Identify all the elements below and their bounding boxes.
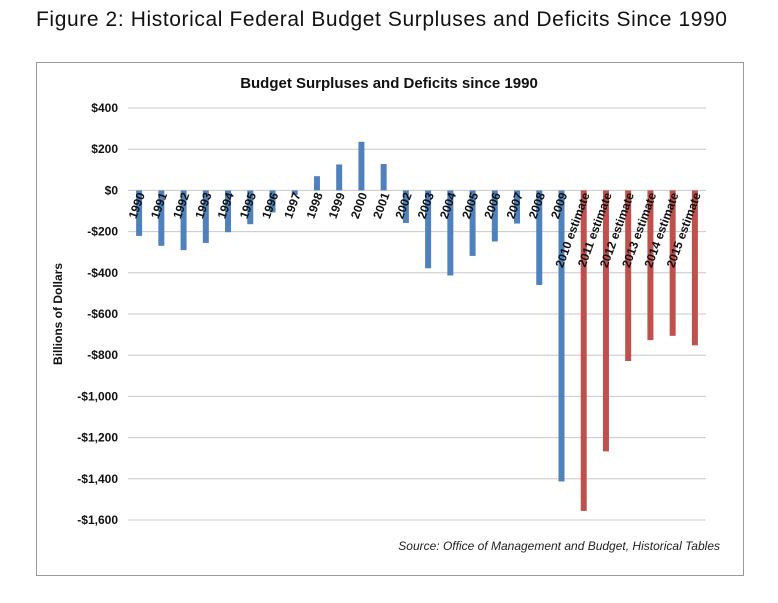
category-label: 2008: [526, 190, 548, 220]
bar-1996: [269, 190, 276, 213]
chart-title: Budget Surpluses and Deficits since 1990: [240, 75, 538, 92]
y-tick-label: -$1,000: [77, 389, 118, 403]
bar-2011-estimate: [602, 190, 609, 452]
bar-1994: [225, 190, 232, 233]
y-axis-label: Billions of Dollars: [51, 263, 65, 365]
bar-1990: [136, 190, 143, 236]
bar-1992: [180, 190, 187, 251]
bar-2012-estimate: [625, 190, 632, 361]
bar-2001: [380, 164, 387, 191]
y-tick-label: -$800: [87, 348, 118, 362]
category-label: 2004: [437, 190, 459, 220]
y-tick-label: -$600: [87, 307, 118, 321]
bar-2000: [358, 141, 365, 191]
bar-2015-estimate: [691, 190, 698, 346]
y-tick-label: -$400: [87, 266, 118, 280]
category-label: 1998: [303, 190, 325, 220]
y-tick-label: -$200: [87, 225, 118, 239]
category-label: 2009: [548, 190, 570, 220]
bar-2010-estimate: [580, 190, 587, 511]
category-label: 1992: [170, 190, 192, 220]
bar-2004: [447, 190, 454, 276]
y-tick-label: -$1,600: [77, 513, 118, 527]
y-tick-label: $200: [91, 142, 118, 156]
category-labels: 1990 1991 1992 1993 1994 1995 1996 1997 1998 1999…: [126, 190, 704, 269]
category-label: 1996: [259, 190, 281, 220]
y-tick-label: -$1,400: [77, 472, 118, 486]
bars: [136, 141, 698, 511]
category-label: 1993: [192, 190, 214, 220]
bar-1991: [158, 190, 165, 246]
bar-2003: [425, 190, 432, 269]
y-axis-ticks: $400 $200 $0 -$200 -$400 -$600 -$800 -$1,000 -$1…: [77, 101, 118, 527]
category-label: 1997: [281, 190, 303, 220]
bar-2009: [558, 190, 565, 482]
bar-2002: [402, 190, 409, 223]
category-label: 2007: [504, 190, 526, 220]
category-label: 2002: [392, 190, 414, 220]
bar-2006: [491, 190, 498, 242]
y-tick-label: -$1,200: [77, 431, 118, 445]
bar-1995: [247, 190, 254, 225]
category-label: 2005: [459, 190, 481, 220]
bar-1999: [336, 164, 343, 191]
category-label: 2006: [481, 190, 503, 220]
category-label: 2001: [370, 190, 392, 220]
y-tick-label: $0: [105, 183, 119, 197]
bar-2005: [469, 190, 476, 256]
bar-2014-estimate: [669, 190, 676, 336]
bar-1997: [291, 190, 298, 195]
gridlines: [128, 107, 706, 521]
bar-1993: [202, 190, 209, 243]
category-label: 1999: [326, 190, 348, 220]
category-label: 1991: [148, 190, 170, 220]
bar-2013-estimate: [647, 190, 654, 341]
category-label: 1994: [215, 190, 237, 220]
source-note: Source: Office of Management and Budget,…: [398, 539, 720, 553]
figure-title: Figure 2: Historical Federal Budget Surp…: [36, 8, 728, 31]
category-label: 1990: [126, 190, 148, 220]
bar-2008: [536, 190, 543, 285]
category-label: 2003: [415, 190, 437, 220]
bar-2007: [514, 190, 521, 224]
category-label: 1995: [237, 190, 259, 220]
y-tick-label: $400: [91, 101, 118, 115]
category-label: 2000: [348, 190, 370, 220]
bar-1998: [313, 176, 320, 191]
